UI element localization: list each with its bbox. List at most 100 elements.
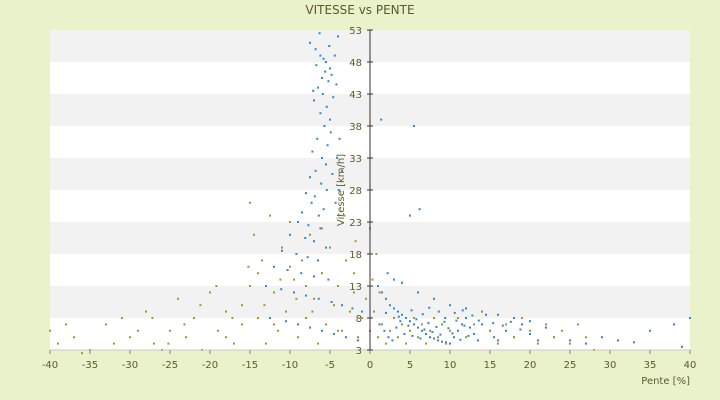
scatter-point — [325, 105, 328, 108]
scatter-point — [121, 317, 123, 319]
scatter-point — [497, 313, 499, 316]
scatter-point — [410, 309, 413, 312]
scatter-point — [383, 329, 386, 332]
scatter-point — [337, 285, 339, 287]
scatter-point — [317, 214, 320, 217]
scatter-point — [325, 163, 327, 166]
y-axis-label: Vitesse [km/h] — [336, 154, 347, 226]
scatter-point — [419, 337, 422, 340]
scatter-point — [467, 334, 470, 337]
scatter-point — [545, 326, 547, 329]
scatter-point — [241, 323, 243, 326]
scatter-point — [265, 342, 267, 345]
scatter-point — [153, 342, 155, 345]
scatter-point — [331, 173, 334, 175]
scatter-point — [393, 317, 395, 319]
scatter-point — [338, 137, 341, 140]
scatter-point — [215, 285, 218, 287]
scatter-point — [513, 317, 515, 319]
scatter-point — [233, 342, 235, 345]
scatter-point — [317, 342, 319, 345]
scatter-point — [325, 61, 327, 63]
x-tick-label: 40 — [684, 360, 697, 371]
scatter-point — [453, 311, 456, 314]
scatter-point — [293, 278, 295, 281]
scatter-point — [323, 125, 326, 127]
scatter-point — [681, 345, 683, 348]
scatter-point — [345, 336, 347, 339]
scatter-point — [385, 311, 387, 314]
scatter-point — [427, 322, 430, 325]
scatter-point — [397, 315, 400, 318]
scatter-point — [361, 317, 363, 319]
scatter-point — [326, 144, 329, 147]
scatter-point — [378, 323, 381, 326]
scatter-point — [319, 112, 322, 115]
scatter-point — [407, 324, 410, 327]
scatter-point — [73, 336, 75, 339]
scatter-point — [289, 233, 291, 236]
scatter-point — [324, 70, 327, 73]
scatter-point — [441, 323, 443, 326]
scatter-point — [513, 336, 515, 339]
scatter-point — [335, 83, 338, 86]
scatter-point — [269, 317, 271, 319]
scatter-point — [273, 291, 275, 294]
scatter-point — [313, 195, 316, 198]
scatter-point — [529, 320, 531, 323]
scatter-point — [247, 265, 250, 268]
scatter-point — [318, 32, 321, 35]
scatter-point — [485, 313, 487, 316]
scatter-point — [167, 342, 170, 345]
scatter-point — [505, 323, 507, 326]
y-tick-label: 28 — [349, 186, 362, 197]
scatter-point — [225, 310, 227, 313]
scatter-point — [300, 272, 303, 275]
scatter-point — [437, 336, 439, 339]
scatter-point — [137, 329, 139, 332]
scatter-point — [313, 240, 315, 243]
scatter-point — [145, 310, 147, 313]
scatter-point — [265, 285, 267, 287]
scatter-point — [289, 221, 291, 223]
scatter-point — [481, 310, 483, 313]
scatter-point — [322, 57, 325, 60]
scatter-point — [310, 201, 313, 204]
x-tick-label: -25 — [162, 360, 178, 371]
scatter-point — [633, 341, 635, 344]
scatter-point — [353, 272, 355, 275]
scatter-point — [389, 329, 391, 332]
scatter-point — [521, 323, 523, 326]
scatter-point — [401, 281, 403, 284]
scatter-point — [129, 336, 131, 339]
scatter-point — [418, 208, 421, 211]
scatter-point — [387, 336, 390, 339]
scatter-point — [330, 301, 333, 303]
y-tick-label: 13 — [349, 282, 362, 293]
scatter-point — [321, 157, 323, 159]
scatter-point — [217, 329, 219, 332]
scatter-point — [81, 352, 83, 355]
scatter-point — [577, 323, 579, 326]
y-tick-label: 8 — [356, 314, 362, 325]
scatter-point — [405, 342, 407, 345]
scatter-point — [378, 291, 381, 294]
scatter-point — [457, 317, 459, 319]
scatter-point — [241, 304, 243, 307]
scatter-point — [457, 329, 459, 332]
scatter-point — [305, 294, 307, 297]
scatter-point — [263, 304, 266, 307]
scatter-point — [537, 342, 539, 345]
scatter-point — [312, 89, 315, 92]
scatter-point — [295, 253, 298, 255]
scatter-point — [317, 86, 319, 89]
scatter-point — [113, 342, 115, 345]
scatter-point — [377, 336, 379, 339]
scatter-point — [193, 317, 195, 319]
scatter-point — [421, 313, 424, 316]
scatter-point — [473, 323, 475, 326]
scatter-point — [585, 342, 587, 345]
scatter-point — [435, 325, 438, 328]
scatter-point — [428, 306, 431, 309]
